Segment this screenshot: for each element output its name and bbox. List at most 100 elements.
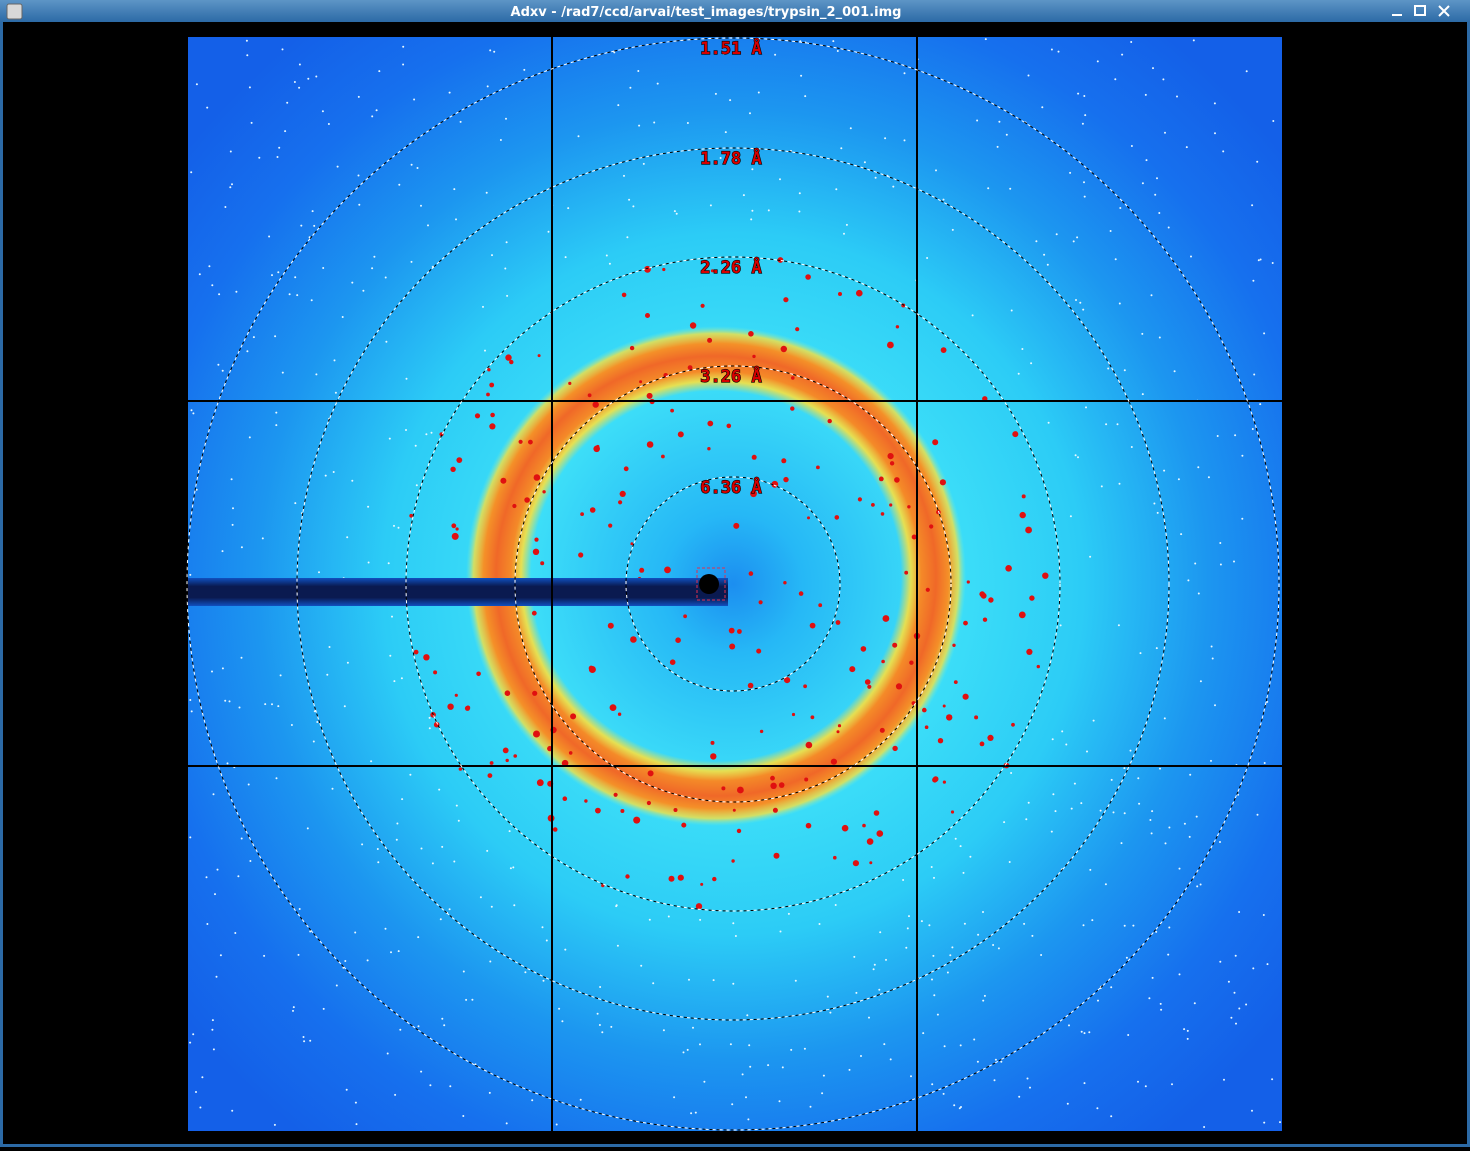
spot xyxy=(231,523,234,526)
spot xyxy=(742,194,745,197)
spot xyxy=(1052,793,1055,796)
spot xyxy=(1018,611,1026,619)
spot xyxy=(922,707,927,713)
spot xyxy=(443,1024,446,1027)
spot xyxy=(939,479,947,486)
spot xyxy=(298,63,301,66)
maximize-button[interactable] xyxy=(1414,5,1426,16)
spot xyxy=(1230,1016,1233,1019)
spot xyxy=(599,986,602,988)
spot xyxy=(667,915,670,918)
spot xyxy=(505,241,508,244)
spot xyxy=(415,484,418,487)
spot xyxy=(1091,919,1094,922)
spot xyxy=(1256,813,1259,816)
spot xyxy=(1047,421,1050,424)
spot xyxy=(1085,406,1087,409)
spot xyxy=(397,950,400,953)
spot xyxy=(737,629,742,634)
spot xyxy=(1183,822,1186,825)
spot xyxy=(536,779,544,787)
window-menu-icon[interactable] xyxy=(6,3,23,20)
spot xyxy=(1190,255,1192,258)
ice-ring xyxy=(466,326,966,826)
spot xyxy=(1185,146,1188,149)
spot xyxy=(1030,362,1033,365)
spot xyxy=(931,978,933,981)
spot xyxy=(561,759,569,767)
spot xyxy=(219,954,222,957)
spot xyxy=(211,284,214,287)
spot xyxy=(795,327,800,332)
spot xyxy=(474,1063,477,1066)
spot xyxy=(857,497,863,502)
spot xyxy=(1026,1077,1029,1080)
spot xyxy=(489,382,495,388)
spot xyxy=(1159,1002,1162,1005)
spot xyxy=(580,512,584,516)
spot xyxy=(1266,963,1269,966)
spot xyxy=(1138,802,1141,805)
spot xyxy=(930,866,933,868)
spot xyxy=(346,661,349,664)
spot xyxy=(371,115,374,118)
spot xyxy=(1171,1083,1173,1086)
spot xyxy=(784,677,791,684)
spot xyxy=(630,542,634,546)
spot xyxy=(1021,348,1024,350)
spot xyxy=(1114,258,1117,261)
spot xyxy=(1096,60,1099,63)
spot xyxy=(1083,1082,1086,1085)
spot xyxy=(963,922,966,925)
spot xyxy=(1210,645,1213,648)
spot xyxy=(274,335,277,338)
spot xyxy=(732,982,735,985)
spot xyxy=(805,741,813,749)
spot xyxy=(428,727,431,730)
spot xyxy=(322,1007,325,1010)
beamstop xyxy=(188,578,728,606)
spot xyxy=(1084,114,1087,117)
spot xyxy=(1271,1078,1274,1081)
spot xyxy=(1065,743,1068,746)
spot xyxy=(417,936,420,939)
spot xyxy=(533,730,540,738)
spot xyxy=(447,703,454,710)
spot xyxy=(804,95,807,98)
spot xyxy=(932,776,939,782)
spot xyxy=(969,855,972,858)
spot xyxy=(1216,435,1219,437)
spot xyxy=(509,867,512,870)
spot xyxy=(240,837,243,840)
spot xyxy=(652,982,655,985)
spot xyxy=(1092,719,1095,722)
spot xyxy=(982,999,985,1002)
spot xyxy=(427,224,429,227)
spot xyxy=(462,1115,465,1117)
spot xyxy=(1074,454,1077,457)
spot xyxy=(983,994,986,997)
spot xyxy=(589,507,596,513)
spot xyxy=(791,376,795,380)
spot xyxy=(936,1013,939,1016)
spot xyxy=(1055,233,1058,236)
spot xyxy=(456,457,463,463)
spot xyxy=(281,48,284,51)
spot xyxy=(306,827,309,830)
spot xyxy=(1189,773,1192,776)
spot xyxy=(1005,133,1008,136)
spot xyxy=(1257,259,1260,262)
spot xyxy=(982,617,988,622)
spot xyxy=(910,1075,912,1078)
spot xyxy=(770,775,775,781)
spot xyxy=(1227,980,1230,983)
spot xyxy=(733,522,740,529)
close-button[interactable] xyxy=(1438,5,1450,17)
spot xyxy=(1061,730,1064,733)
spot xyxy=(300,224,303,227)
spot xyxy=(638,124,641,127)
spot xyxy=(1100,485,1103,488)
spot xyxy=(312,740,315,743)
